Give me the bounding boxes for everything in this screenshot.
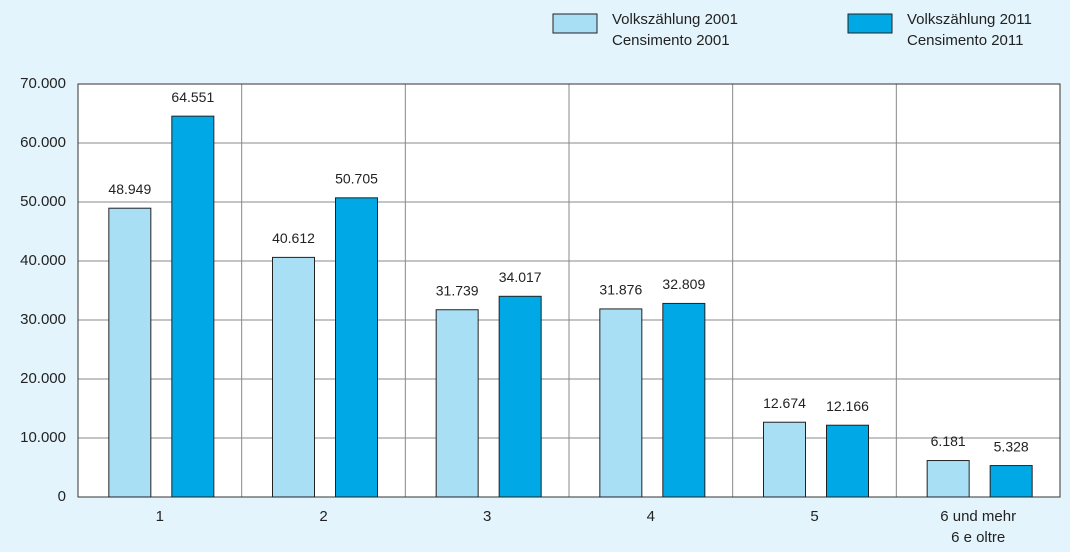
x-tick-label: 2 xyxy=(319,508,327,525)
y-tick-label: 40.000 xyxy=(20,252,66,269)
bar xyxy=(989,465,1033,498)
bar xyxy=(272,256,315,498)
bar xyxy=(599,308,643,498)
data-label: 12.166 xyxy=(826,398,869,414)
bar xyxy=(763,421,806,498)
data-label: 31.876 xyxy=(599,282,642,298)
data-label: 32.809 xyxy=(662,276,705,292)
legend-swatch xyxy=(552,13,598,34)
data-label: 6.181 xyxy=(931,433,966,449)
y-tick-label: 0 xyxy=(58,488,66,505)
data-label: 34.017 xyxy=(499,269,542,285)
data-label: 5.328 xyxy=(994,438,1029,454)
legend-label: Volkszählung 2001 Censimento 2001 xyxy=(612,11,738,49)
y-tick-label: 50.000 xyxy=(20,193,66,210)
bar xyxy=(435,309,479,498)
data-label: 40.612 xyxy=(272,230,315,246)
y-tick-label: 10.000 xyxy=(20,429,66,446)
bar xyxy=(335,197,378,498)
x-tick-label: 4 xyxy=(647,508,655,525)
bar xyxy=(108,207,152,498)
x-tick-label: 6 und mehr 6 e oltre xyxy=(940,508,1016,546)
y-tick-label: 70.000 xyxy=(20,75,66,92)
bar xyxy=(662,302,706,498)
data-label: 31.739 xyxy=(436,282,479,298)
y-tick-label: 20.000 xyxy=(20,370,66,387)
bar xyxy=(498,295,542,498)
x-tick-label: 1 xyxy=(156,508,164,525)
x-tick-label: 3 xyxy=(483,508,491,525)
x-tick-label: 5 xyxy=(810,508,818,525)
data-label: 64.551 xyxy=(171,89,214,105)
data-label: 50.705 xyxy=(335,171,378,187)
data-label: 48.949 xyxy=(108,181,151,197)
plot-frame xyxy=(77,83,1061,498)
legend-label: Volkszählung 2011 Censimento 2011 xyxy=(907,11,1032,49)
data-label: 12.674 xyxy=(763,395,806,411)
bar xyxy=(826,424,869,498)
y-tick-label: 30.000 xyxy=(20,311,66,328)
legend-swatch xyxy=(847,13,893,34)
y-tick-label: 60.000 xyxy=(20,134,66,151)
bar xyxy=(926,460,970,498)
bar xyxy=(171,115,215,498)
